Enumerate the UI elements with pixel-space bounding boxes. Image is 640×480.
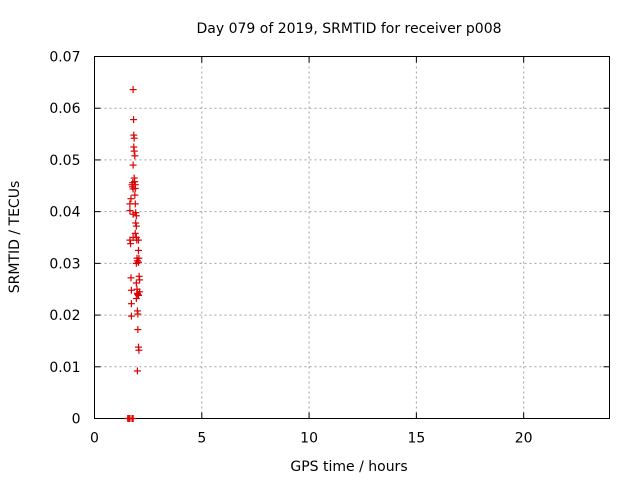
- y-tick-label: 0.02: [49, 308, 80, 324]
- data-point: [129, 415, 137, 422]
- data-point: [132, 279, 140, 287]
- data-point: [131, 152, 139, 160]
- data-point: [134, 291, 142, 299]
- data-point: [136, 276, 144, 284]
- data-point: [129, 86, 137, 94]
- data-point: [127, 240, 135, 248]
- data-point: [131, 184, 139, 192]
- data-point: [130, 116, 138, 124]
- data-point: [126, 207, 134, 215]
- x-tick-label: 20: [515, 431, 533, 447]
- data-point: [132, 219, 140, 227]
- data-point: [127, 286, 135, 294]
- data-point: [130, 147, 138, 155]
- x-tick-label: 15: [407, 431, 425, 447]
- data-point: [127, 312, 135, 320]
- data-point: [131, 200, 139, 208]
- y-tick-label: 0.01: [49, 360, 80, 376]
- data-point: [134, 310, 142, 318]
- data-point: [134, 258, 142, 266]
- data-point: [129, 234, 137, 241]
- data-point: [127, 300, 135, 308]
- chart-title: Day 079 of 2019, SRMTID for receiver p00…: [196, 21, 501, 37]
- data-point: [132, 209, 140, 217]
- data-point: [134, 246, 142, 254]
- x-axis-label: GPS time / hours: [290, 459, 407, 475]
- y-tick-label: 0.07: [49, 50, 80, 66]
- y-tick-labels: 0 0.01 0.02 0.03 0.04 0.05 0.06 0.07: [49, 50, 80, 428]
- x-tick-label: 5: [197, 431, 206, 447]
- data-point: [131, 178, 139, 186]
- y-tick-label: 0.04: [49, 205, 80, 221]
- data-point: [132, 212, 140, 220]
- data-point: [132, 222, 140, 230]
- x-tick-labels: 0 5 10 15 20: [90, 431, 533, 447]
- y-tick-label: 0: [72, 412, 81, 428]
- data-point: [134, 236, 142, 244]
- grid-lines: [94, 56, 610, 419]
- data-point: [134, 326, 142, 334]
- y-axis-label: SRMTID / TECUs: [7, 181, 23, 294]
- data-points: [124, 86, 144, 422]
- data-point: [131, 229, 139, 237]
- data-point: [129, 161, 137, 169]
- x-tick-label: 0: [90, 431, 99, 447]
- axis-ticks: [94, 56, 610, 419]
- data-point: [130, 134, 138, 142]
- x-tick-label: 10: [300, 431, 318, 447]
- data-point: [136, 288, 144, 296]
- data-point: [131, 191, 139, 199]
- data-point: [135, 346, 143, 354]
- y-tick-label: 0.06: [49, 101, 80, 117]
- y-tick-label: 0.03: [49, 256, 80, 272]
- data-point: [133, 367, 141, 375]
- data-point: [127, 195, 135, 203]
- y-tick-label: 0.05: [49, 153, 80, 169]
- plot-frame: [94, 56, 610, 419]
- data-point: [127, 274, 135, 282]
